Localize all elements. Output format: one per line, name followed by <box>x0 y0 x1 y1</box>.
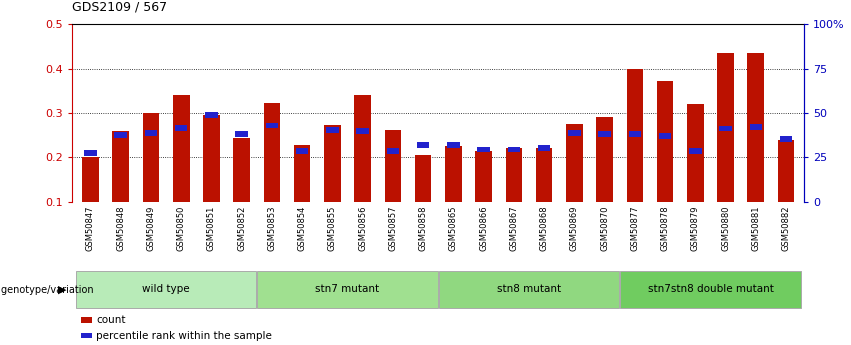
Bar <box>324 125 340 202</box>
Bar <box>357 128 368 134</box>
Bar <box>236 131 248 137</box>
Bar <box>687 104 704 202</box>
Bar <box>659 133 671 139</box>
Bar <box>476 151 492 202</box>
Bar <box>205 112 218 118</box>
Bar <box>112 131 129 202</box>
Bar <box>294 145 311 202</box>
Bar <box>115 132 127 138</box>
Bar <box>538 145 551 150</box>
Text: GSM50882: GSM50882 <box>781 205 791 251</box>
Text: stn8 mutant: stn8 mutant <box>497 284 561 294</box>
Bar <box>689 148 701 154</box>
Bar <box>84 150 97 156</box>
Bar <box>717 53 734 202</box>
Bar <box>264 103 280 202</box>
Text: GSM50858: GSM50858 <box>419 205 428 251</box>
Bar <box>568 130 580 136</box>
Text: GSM50851: GSM50851 <box>207 205 216 250</box>
Bar <box>626 69 643 202</box>
Bar <box>508 147 520 152</box>
Bar <box>505 148 523 202</box>
Text: GSM50850: GSM50850 <box>177 205 186 250</box>
Text: stn7stn8 double mutant: stn7stn8 double mutant <box>648 284 774 294</box>
Bar <box>266 122 278 128</box>
Text: GSM50879: GSM50879 <box>691 205 700 251</box>
Bar <box>386 148 399 154</box>
Bar <box>778 140 794 202</box>
Text: GSM50880: GSM50880 <box>721 205 730 251</box>
Text: GSM50847: GSM50847 <box>86 205 95 251</box>
Text: GSM50853: GSM50853 <box>267 205 277 251</box>
Bar <box>719 126 732 131</box>
Text: GSM50857: GSM50857 <box>388 205 397 251</box>
Bar <box>175 125 187 130</box>
Text: GSM50868: GSM50868 <box>540 205 549 251</box>
Text: GSM50869: GSM50869 <box>570 205 579 251</box>
Text: genotype/variation: genotype/variation <box>1 285 97 295</box>
Bar <box>143 113 159 202</box>
Text: percentile rank within the sample: percentile rank within the sample <box>96 331 272 341</box>
Text: GSM50848: GSM50848 <box>117 205 125 251</box>
Bar <box>414 155 431 202</box>
Bar <box>145 130 157 136</box>
Bar <box>203 115 220 202</box>
FancyBboxPatch shape <box>76 271 256 308</box>
Text: GSM50867: GSM50867 <box>510 205 518 251</box>
Bar <box>83 157 99 202</box>
Text: GSM50865: GSM50865 <box>448 205 458 251</box>
Text: GSM50849: GSM50849 <box>146 205 156 250</box>
Text: GDS2109 / 567: GDS2109 / 567 <box>72 1 168 14</box>
Text: ▶: ▶ <box>58 285 66 295</box>
Text: count: count <box>96 315 126 325</box>
Bar <box>598 131 611 137</box>
Bar <box>566 124 583 202</box>
Bar <box>233 138 250 202</box>
Bar <box>445 146 462 202</box>
Text: GSM50870: GSM50870 <box>600 205 609 251</box>
Text: stn7 mutant: stn7 mutant <box>316 284 380 294</box>
Bar <box>750 124 762 130</box>
Text: wild type: wild type <box>142 284 190 294</box>
Bar <box>296 148 308 154</box>
Bar <box>747 53 764 202</box>
Bar <box>477 147 490 152</box>
FancyBboxPatch shape <box>620 271 801 308</box>
Bar <box>354 95 371 202</box>
Bar <box>447 142 460 148</box>
Bar <box>597 117 613 202</box>
FancyBboxPatch shape <box>439 271 620 308</box>
Text: GSM50856: GSM50856 <box>358 205 367 251</box>
Bar <box>629 131 641 137</box>
Bar <box>780 136 792 142</box>
Bar <box>326 127 339 133</box>
Text: GSM50852: GSM50852 <box>237 205 246 250</box>
Bar <box>536 148 552 202</box>
Bar <box>385 130 401 202</box>
Text: GSM50855: GSM50855 <box>328 205 337 250</box>
Text: GSM50854: GSM50854 <box>298 205 306 250</box>
Bar <box>173 95 190 202</box>
Text: GSM50866: GSM50866 <box>479 205 488 251</box>
Text: GSM50881: GSM50881 <box>751 205 760 251</box>
Text: GSM50877: GSM50877 <box>631 205 639 251</box>
Text: GSM50878: GSM50878 <box>660 205 670 251</box>
Bar <box>417 142 430 148</box>
FancyBboxPatch shape <box>257 271 437 308</box>
Bar <box>657 81 673 202</box>
